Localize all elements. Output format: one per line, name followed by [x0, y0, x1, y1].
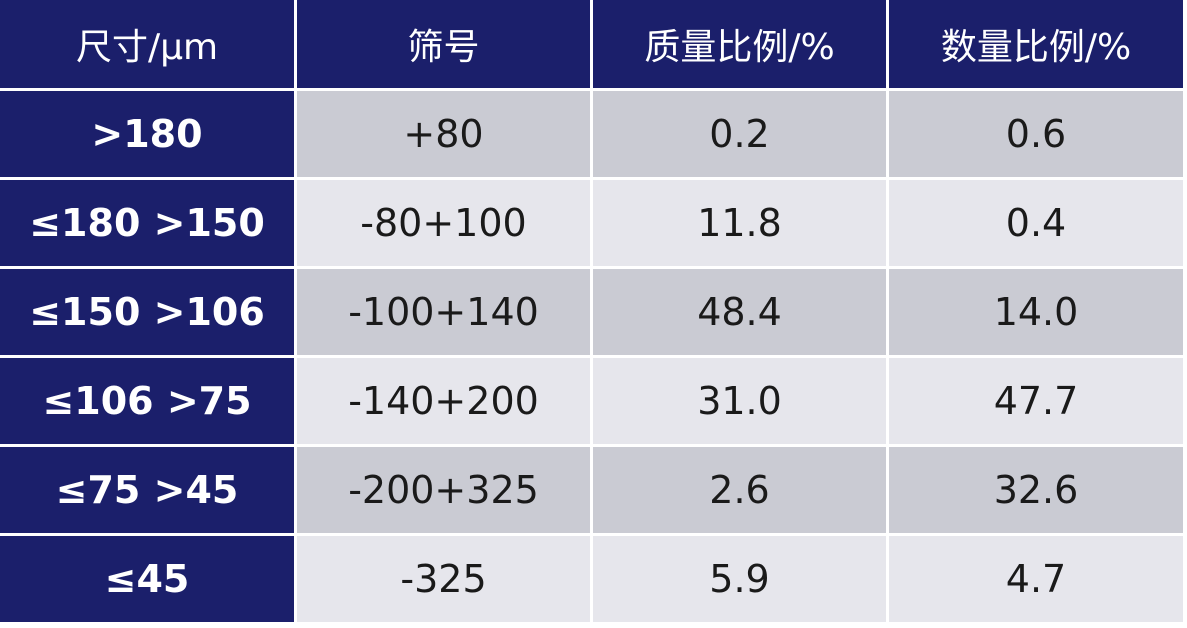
table-cell: 0.6 [889, 91, 1183, 177]
table-cell: 11.8 [593, 180, 886, 266]
table-cell: -140+200 [297, 358, 590, 444]
table-cell: -80+100 [297, 180, 590, 266]
table-cell: 0.2 [593, 91, 886, 177]
row-header-cell: ≤150 >106 [0, 269, 294, 355]
table-cell: 14.0 [889, 269, 1183, 355]
header-cell: 质量比例/% [593, 0, 886, 88]
row-header-cell: >180 [0, 91, 294, 177]
header-cell: 数量比例/% [889, 0, 1183, 88]
table-cell: 5.9 [593, 536, 886, 622]
row-header-cell: ≤45 [0, 536, 294, 622]
table-cell: -100+140 [297, 269, 590, 355]
table-cell: +80 [297, 91, 590, 177]
table-cell: 2.6 [593, 447, 886, 533]
table-cell: 0.4 [889, 180, 1183, 266]
header-cell: 尺寸/μm [0, 0, 294, 88]
row-header-cell: ≤75 >45 [0, 447, 294, 533]
table-cell: 47.7 [889, 358, 1183, 444]
table-cell: 48.4 [593, 269, 886, 355]
table-cell: 4.7 [889, 536, 1183, 622]
table-cell: -200+325 [297, 447, 590, 533]
row-header-cell: ≤180 >150 [0, 180, 294, 266]
table-cell: -325 [297, 536, 590, 622]
table-cell: 31.0 [593, 358, 886, 444]
row-header-cell: ≤106 >75 [0, 358, 294, 444]
header-cell: 筛号 [297, 0, 590, 88]
table-cell: 32.6 [889, 447, 1183, 533]
